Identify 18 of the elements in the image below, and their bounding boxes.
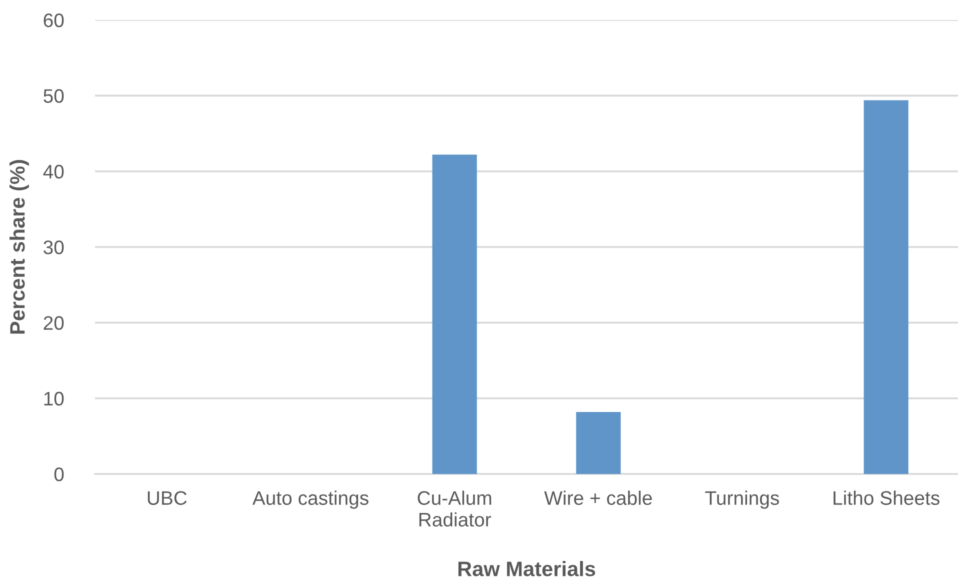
bar [432, 154, 477, 474]
x-tick-label: Cu-Alum Radiator [418, 490, 492, 527]
x-tick-label: Auto castings [252, 490, 368, 509]
bar [864, 100, 908, 474]
y-tick-label: 40 [43, 164, 64, 179]
x-tick-label: UBC [148, 491, 187, 505]
x-axis-title: Raw Materials [458, 560, 596, 576]
y-tick-label: 10 [44, 392, 64, 406]
y-tick-label: 60 [44, 13, 64, 28]
x-tick-label: Litho Sheets [834, 490, 940, 505]
y-tick-label: 0 [54, 467, 64, 482]
y-tick-label: 30 [44, 240, 64, 254]
bar [576, 412, 621, 474]
x-tick-label: Wire + cable [544, 490, 652, 505]
y-tick-label: 20 [44, 316, 64, 330]
y-axis-title: Percent share (%) [10, 160, 29, 334]
y-tick-label: 50 [44, 89, 64, 103]
x-tick-label: Turnings [705, 490, 780, 509]
